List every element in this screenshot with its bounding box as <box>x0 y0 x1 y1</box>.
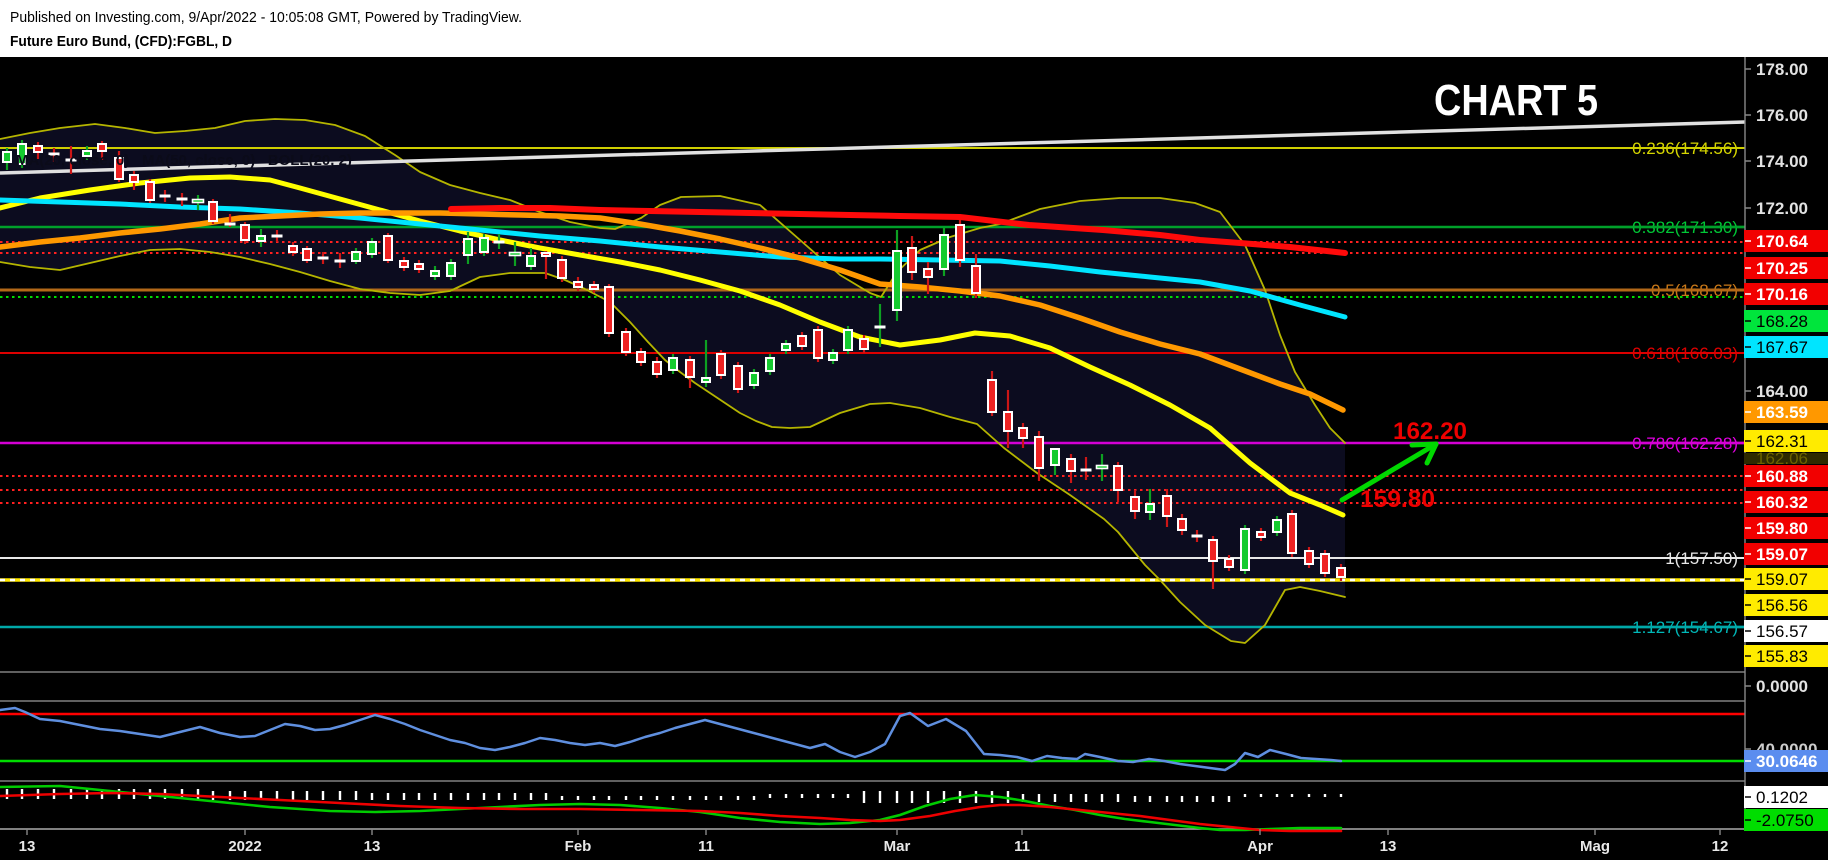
svg-text:159.07: 159.07 <box>1756 570 1808 589</box>
svg-text:170.25: 170.25 <box>1756 259 1808 278</box>
svg-text:170.64: 170.64 <box>1756 232 1809 251</box>
svg-text:172.00: 172.00 <box>1756 199 1808 218</box>
svg-text:168.28: 168.28 <box>1756 312 1808 331</box>
svg-text:162.20: 162.20 <box>1393 418 1467 445</box>
svg-text:167.67: 167.67 <box>1756 338 1808 357</box>
svg-text:160.32: 160.32 <box>1756 493 1808 512</box>
svg-text:13: 13 <box>364 838 381 855</box>
svg-text:159.80: 159.80 <box>1756 519 1808 538</box>
svg-text:MA(20, close, 0) MA(50, clos: MA(20, close, 0) MA(50, close, 0) BOLL(2… <box>16 152 352 169</box>
svg-text:178.00: 178.00 <box>1756 60 1808 79</box>
svg-text:176.00: 176.00 <box>1756 106 1808 125</box>
svg-text:155.83: 155.83 <box>1756 647 1808 666</box>
svg-text:174.00: 174.00 <box>1756 152 1808 171</box>
svg-text:11: 11 <box>698 838 714 855</box>
svg-text:Mag: Mag <box>1580 838 1610 855</box>
svg-text:Mar: Mar <box>884 838 911 855</box>
svg-text:13: 13 <box>1380 838 1397 855</box>
svg-text:159.80: 159.80 <box>1360 486 1435 513</box>
svg-text:163.59: 163.59 <box>1756 403 1808 422</box>
svg-text:CHART 5: CHART 5 <box>1434 76 1598 125</box>
svg-text:160.88: 160.88 <box>1756 467 1808 486</box>
svg-text:12: 12 <box>1712 838 1729 855</box>
svg-text:Apr: Apr <box>1247 838 1273 855</box>
svg-text:Published on Investing.com, 9/: Published on Investing.com, 9/Apr/2022 -… <box>10 9 522 26</box>
svg-text:11: 11 <box>1014 838 1030 855</box>
svg-text:162.06: 162.06 <box>1756 449 1808 468</box>
svg-text:0.0000: 0.0000 <box>1756 677 1808 696</box>
svg-text:156.57: 156.57 <box>1756 622 1808 641</box>
svg-text:156.56: 156.56 <box>1756 596 1808 615</box>
svg-text:162.31: 162.31 <box>1756 432 1808 451</box>
svg-text:170.16: 170.16 <box>1756 285 1808 304</box>
svg-text:159.07: 159.07 <box>1756 545 1808 564</box>
svg-text:30.0646: 30.0646 <box>1756 752 1817 771</box>
svg-text:-2.0750: -2.0750 <box>1756 811 1814 830</box>
svg-text:164.00: 164.00 <box>1756 382 1808 401</box>
svg-text:Future Euro Bund, (CFD):FGBL,: Future Euro Bund, (CFD):FGBL, D <box>10 33 232 50</box>
svg-text:0.1202: 0.1202 <box>1756 788 1808 807</box>
svg-text:2022: 2022 <box>228 838 261 855</box>
svg-text:Feb: Feb <box>565 838 592 855</box>
svg-text:13: 13 <box>19 838 36 855</box>
